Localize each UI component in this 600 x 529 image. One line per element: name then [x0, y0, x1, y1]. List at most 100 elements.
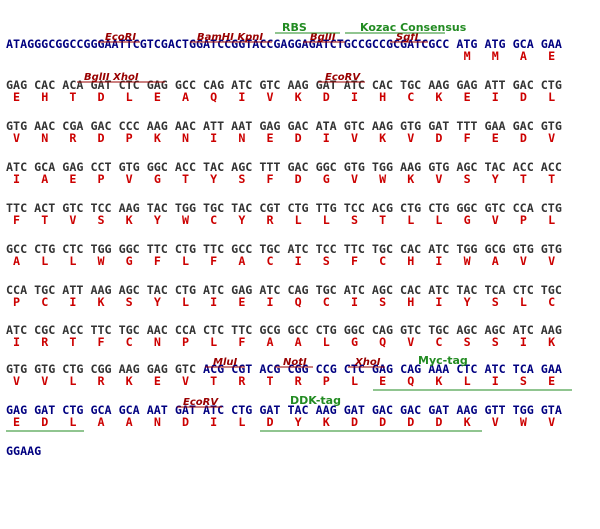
amino-acid: Y	[210, 172, 217, 186]
amino-acid: T	[379, 213, 386, 227]
amino-acid: G	[154, 172, 161, 186]
amino-acid: P	[126, 131, 133, 145]
amino-acid: F	[464, 131, 471, 145]
amino-acid: N	[154, 335, 161, 349]
dna-line: GGAAG	[6, 444, 41, 458]
amino-acid: E	[238, 295, 245, 309]
amino-acid: V	[492, 213, 499, 227]
amino-acid: Y	[464, 295, 471, 309]
amino-acid: D	[435, 131, 442, 145]
amino-acid: D	[266, 415, 273, 429]
amino-acid: N	[154, 415, 161, 429]
amino-acid: L	[238, 415, 245, 429]
tag-label: RBS	[282, 21, 307, 34]
amino-acid: S	[126, 295, 133, 309]
amino-acid: I	[351, 90, 358, 104]
amino-acid: I	[520, 335, 527, 349]
amino-acid: P	[13, 295, 20, 309]
amino-acid: F	[210, 254, 217, 268]
amino-acid: C	[379, 254, 386, 268]
amino-acid: I	[13, 172, 20, 186]
amino-acid: S	[520, 374, 527, 388]
dna-segment: GCC CTG CTC TGG GGC TTC CTG TTC GCC TGC …	[6, 242, 562, 256]
amino-acid: A	[41, 172, 48, 186]
amino-acid: K	[126, 374, 133, 388]
amino-acid: L	[210, 335, 217, 349]
amino-acid: Q	[407, 374, 414, 388]
site-label: BamHI KpnI	[197, 32, 263, 43]
amino-acid: D	[379, 415, 386, 429]
amino-acid: D	[323, 90, 330, 104]
amino-acid: V	[407, 335, 414, 349]
amino-acid: S	[464, 172, 471, 186]
dna-segment: ATC GCA GAG CCT GTG GGC ACC TAC AGC TTT …	[6, 160, 562, 174]
amino-acid: Q	[379, 335, 386, 349]
amino-acid: D	[295, 131, 302, 145]
amino-acid: E	[154, 90, 161, 104]
amino-acid: L	[69, 254, 76, 268]
amino-acid: V	[126, 172, 133, 186]
amino-acid: V	[69, 213, 76, 227]
amino-acid: D	[435, 415, 442, 429]
amino-acid: I	[210, 131, 217, 145]
amino-acid: N	[238, 131, 245, 145]
amino-acid: V	[266, 90, 273, 104]
amino-acid: S	[379, 295, 386, 309]
amino-acid: L	[41, 254, 48, 268]
amino-acid: I	[266, 295, 273, 309]
amino-acid: Y	[154, 213, 161, 227]
amino-acid: S	[464, 335, 471, 349]
amino-acid: E	[379, 374, 386, 388]
amino-acid: I	[295, 254, 302, 268]
amino-acid: T	[41, 213, 48, 227]
amino-acid: E	[266, 131, 273, 145]
amino-acid: L	[548, 213, 555, 227]
dna-line: GTG GTG CTG CGG AAG GAG GTC ACG CGT ACG …	[6, 362, 562, 376]
dna-line: GTG AAC CGA GAC CCC AAG AAC ATT AAT GAG …	[6, 119, 562, 133]
amino-acid: Y	[238, 213, 245, 227]
amino-acid: W	[520, 415, 528, 429]
amino-acid: I	[435, 295, 442, 309]
amino-acid: E	[69, 172, 76, 186]
amino-acid: I	[435, 254, 442, 268]
amino-acid: L	[323, 213, 330, 227]
amino-acid: L	[323, 335, 330, 349]
amino-acid: P	[520, 213, 527, 227]
amino-acid: D	[351, 415, 358, 429]
amino-acid: W	[464, 254, 472, 268]
amino-acid: D	[98, 90, 105, 104]
amino-acid: A	[13, 254, 20, 268]
amino-acid: V	[13, 131, 20, 145]
tag-label: DDK-tag	[290, 394, 341, 407]
amino-acid: E	[154, 374, 161, 388]
amino-acid: Q	[295, 295, 302, 309]
amino-acid: S	[98, 213, 105, 227]
amino-acid: K	[435, 90, 442, 104]
dna-segment: ATC CGC ACC TTC TGC AAC CCA CTC TTC GCG …	[6, 323, 562, 337]
amino-acid: D	[295, 172, 302, 186]
amino-acid: S	[351, 213, 358, 227]
amino-acid: T	[520, 172, 527, 186]
amino-acid: T	[266, 374, 273, 388]
amino-acid: S	[492, 295, 499, 309]
amino-acid: D	[41, 415, 48, 429]
site-label: XhoI	[354, 357, 381, 368]
amino-acid: S	[323, 254, 330, 268]
amino-acid: C	[407, 90, 414, 104]
amino-acid: C	[41, 295, 48, 309]
amino-acid: K	[464, 415, 471, 429]
amino-acid: V	[435, 172, 442, 186]
amino-acid: R	[69, 131, 77, 145]
amino-acid: R	[266, 213, 274, 227]
dna-segment: TTC ACT GTC TCC AAG TAC TGG TGC TAC CGT …	[6, 201, 562, 215]
amino-acid: I	[210, 295, 217, 309]
amino-acid: T	[182, 172, 189, 186]
amino-acid: K	[407, 172, 414, 186]
amino-acid: V	[13, 374, 20, 388]
amino-acid: Q	[210, 90, 217, 104]
amino-acid: S	[238, 172, 245, 186]
site-label: SgfI	[396, 32, 419, 43]
amino-acid: T	[69, 335, 76, 349]
amino-acid: G	[464, 213, 471, 227]
